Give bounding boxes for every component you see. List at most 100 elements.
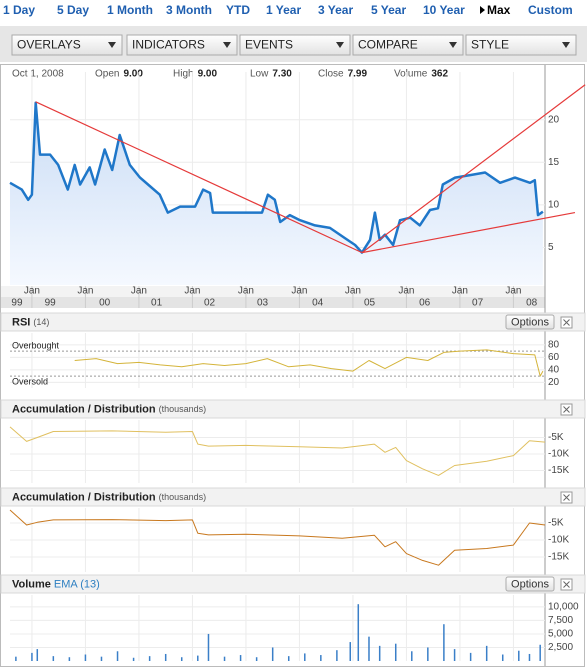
- close-icon: [563, 319, 570, 326]
- panel-header: [0, 399, 586, 419]
- volume-bar: [180, 657, 183, 661]
- panel-subtitle: (14): [33, 317, 49, 327]
- range-link[interactable]: 1 Year: [266, 3, 301, 17]
- y-tick-label: 10: [548, 200, 560, 211]
- close-icon: [563, 406, 570, 413]
- menu-label[interactable]: STYLE: [471, 38, 509, 52]
- volume-bar: [539, 644, 541, 661]
- volume-bar: [320, 655, 322, 661]
- trendline: [361, 84, 586, 254]
- quote-label: Volume: [394, 69, 428, 80]
- year-label: 04: [312, 298, 324, 309]
- x-tick-label: Jan: [398, 286, 414, 297]
- range-link[interactable]: 10 Year: [423, 3, 465, 17]
- volume-bar: [469, 652, 472, 661]
- year-label: 07: [472, 298, 484, 309]
- menu-dropdown[interactable]: [465, 34, 577, 56]
- y-tick-label: 15: [548, 157, 560, 168]
- menu-label[interactable]: INDICATORS: [132, 38, 205, 52]
- menu-label[interactable]: EVENTS: [245, 38, 293, 52]
- y-tick-label: -15K: [548, 465, 569, 476]
- trendline: [361, 211, 576, 254]
- year-label: 06: [419, 298, 431, 309]
- y-tick-label: 60: [548, 352, 560, 363]
- y-tick-label: -10K: [548, 535, 569, 546]
- quote-label: Low: [250, 69, 269, 80]
- quote-label: Open: [95, 69, 119, 80]
- quote-label: High: [173, 69, 194, 80]
- volume-bar: [304, 653, 306, 661]
- menu-label[interactable]: OVERLAYS: [17, 38, 81, 52]
- year-label: 99: [45, 298, 57, 309]
- menu-dropdown[interactable]: [126, 34, 238, 56]
- range-link[interactable]: 3 Month: [166, 3, 212, 17]
- year-row: [1, 297, 545, 308]
- y-tick-label: 40: [548, 365, 560, 376]
- range-link[interactable]: 5 Day: [57, 3, 89, 17]
- options-label[interactable]: Options: [511, 578, 549, 590]
- volume-bar: [15, 656, 17, 661]
- panel-header: [0, 312, 586, 332]
- year-label: 99: [11, 298, 23, 309]
- menu-dropdown[interactable]: [11, 34, 123, 56]
- quote-value: 9.00: [198, 69, 218, 80]
- trendline: [35, 101, 363, 254]
- x-tick-label: Jan: [184, 286, 200, 297]
- menu-dropdown[interactable]: [352, 34, 464, 56]
- volume-bar: [453, 649, 456, 661]
- range-link[interactable]: Max: [487, 3, 511, 17]
- y-tick-label: 7,500: [548, 615, 573, 626]
- price-area: [10, 102, 543, 285]
- y-tick-label: 2,500: [548, 642, 573, 653]
- range-link[interactable]: YTD: [226, 3, 250, 17]
- x-tick-label: Jan: [505, 286, 521, 297]
- range-link[interactable]: 3 Year: [318, 3, 353, 17]
- range-link[interactable]: 1 Day: [3, 3, 35, 17]
- panel-title: Accumulation / Distribution: [12, 491, 156, 503]
- selected-marker: [480, 6, 485, 14]
- quote-value: 7.30: [272, 69, 292, 80]
- volume-bar: [528, 653, 531, 661]
- volume-bar: [378, 645, 381, 661]
- x-tick-label: Jan: [24, 286, 40, 297]
- volume-bar: [427, 647, 429, 661]
- volume-bar: [443, 624, 445, 661]
- y-tick-label: 10,000: [548, 602, 579, 613]
- quote-value: 9.00: [123, 69, 143, 80]
- range-link[interactable]: 1 Month: [107, 3, 153, 17]
- dropdown-arrow: [562, 42, 570, 48]
- volume-bar: [271, 647, 274, 661]
- menu-label[interactable]: COMPARE: [358, 38, 418, 52]
- volume-bar: [368, 636, 370, 661]
- options-label[interactable]: Options: [511, 316, 549, 328]
- volume-bar: [349, 642, 352, 661]
- range-link[interactable]: 5 Year: [371, 3, 406, 17]
- dropdown-arrow: [336, 42, 344, 48]
- range-link[interactable]: Custom: [528, 3, 573, 17]
- x-tick-label: Jan: [452, 286, 468, 297]
- panel-subtitle: EMA (13): [54, 578, 100, 590]
- year-label: 08: [526, 298, 538, 309]
- year-label: 02: [204, 298, 216, 309]
- y-tick-label: 5,000: [548, 629, 573, 640]
- volume-bar: [501, 654, 504, 661]
- volume-bar: [411, 651, 413, 661]
- volume-bar: [132, 657, 135, 661]
- volume-bar: [197, 655, 199, 661]
- quote-value: 362: [431, 69, 448, 80]
- quote-label: Close: [318, 69, 344, 80]
- y-tick-label: 20: [548, 114, 560, 125]
- y-tick-label: -5K: [548, 432, 564, 443]
- options-button[interactable]: [505, 314, 555, 330]
- options-button[interactable]: [505, 576, 555, 592]
- x-tick-label: Jan: [291, 286, 307, 297]
- panel-header: [0, 487, 586, 507]
- volume-bar: [164, 653, 167, 661]
- volume-bar: [239, 655, 242, 661]
- volume-bar: [336, 650, 338, 661]
- volume-bar: [68, 657, 71, 661]
- volume-bar: [100, 656, 103, 661]
- x-tick-label: Jan: [131, 286, 147, 297]
- menu-dropdown[interactable]: [239, 34, 351, 56]
